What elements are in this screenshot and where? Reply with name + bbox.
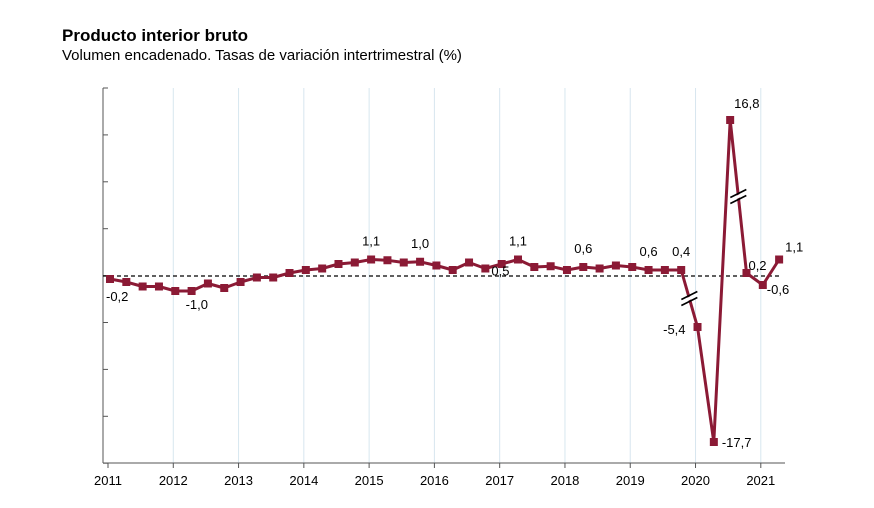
data-point [758,281,767,289]
data-label: 1,1 [509,234,527,249]
data-point [203,279,212,288]
data-point [269,273,278,282]
x-tick-label: 2018 [550,473,579,488]
data-label: 1,0 [411,236,429,251]
data-label: -0,6 [767,282,789,297]
data-point [399,258,408,267]
data-point [775,255,784,264]
data-point [432,261,441,270]
axis-break-mark-gap [729,191,747,202]
axis-break-mark [681,296,698,307]
data-point [530,263,539,271]
data-point [677,266,686,274]
data-label: 0,4 [672,244,690,259]
x-tick-label: 2019 [616,473,645,488]
data-point [562,266,571,274]
data-label: 1,1 [785,240,803,255]
data-label: -1,0 [186,297,208,312]
data-label: 1,1 [362,234,380,249]
data-point [628,263,637,271]
data-point [383,256,392,265]
data-point [122,278,131,286]
data-label: 0,2 [748,258,766,273]
data-label: -17,7 [722,435,752,450]
data-point [318,264,327,273]
data-point [252,273,261,282]
x-tick-label: 2020 [681,473,710,488]
data-point [497,260,506,268]
data-point [611,261,620,270]
data-point [595,264,604,273]
axis-break-mark-gap [680,293,699,304]
data-point [726,116,735,124]
axis-break-mark [681,290,698,301]
x-tick-label: 2015 [355,473,384,488]
data-point [693,323,702,331]
data-point [154,282,163,291]
data-label: -5,4 [663,322,685,337]
data-point [220,284,229,292]
data-point [448,266,457,274]
data-point [334,260,343,268]
data-point [579,263,588,271]
data-label: 16,8 [734,96,759,111]
data-point [236,278,245,286]
data-point [481,264,490,273]
data-label: 0,6 [640,244,658,259]
x-tick-label: 2014 [289,473,318,488]
x-tick-label: 2016 [420,473,449,488]
x-tick-label: 2021 [746,473,775,488]
data-point [709,438,718,446]
axis-break-mark [729,188,747,199]
data-label: 0,5 [491,264,509,279]
data-point [742,269,751,277]
data-point [367,255,376,264]
data-point [465,258,474,267]
data-point [171,287,180,295]
x-tick-label: 2011 [94,473,122,488]
data-point [546,262,555,271]
data-point [660,266,669,274]
data-point [138,282,147,291]
data-label: 0,6 [574,241,592,256]
x-tick-label: 2017 [485,473,514,488]
data-label: -0,2 [106,289,128,304]
chart-title: Producto interior bruto [62,26,249,45]
data-point [514,255,522,264]
data-point [350,258,359,267]
x-tick-label: 2013 [224,473,253,488]
axis-break-mark [729,194,747,205]
chart-subtitle: Volumen encadenado. Tasas de variación i… [62,47,462,64]
data-point [416,257,425,266]
data-point [106,275,114,283]
data-point [187,287,196,295]
x-tick-label: 2012 [159,473,188,488]
data-point [285,269,294,277]
data-point [301,266,310,274]
data-point [644,266,653,274]
